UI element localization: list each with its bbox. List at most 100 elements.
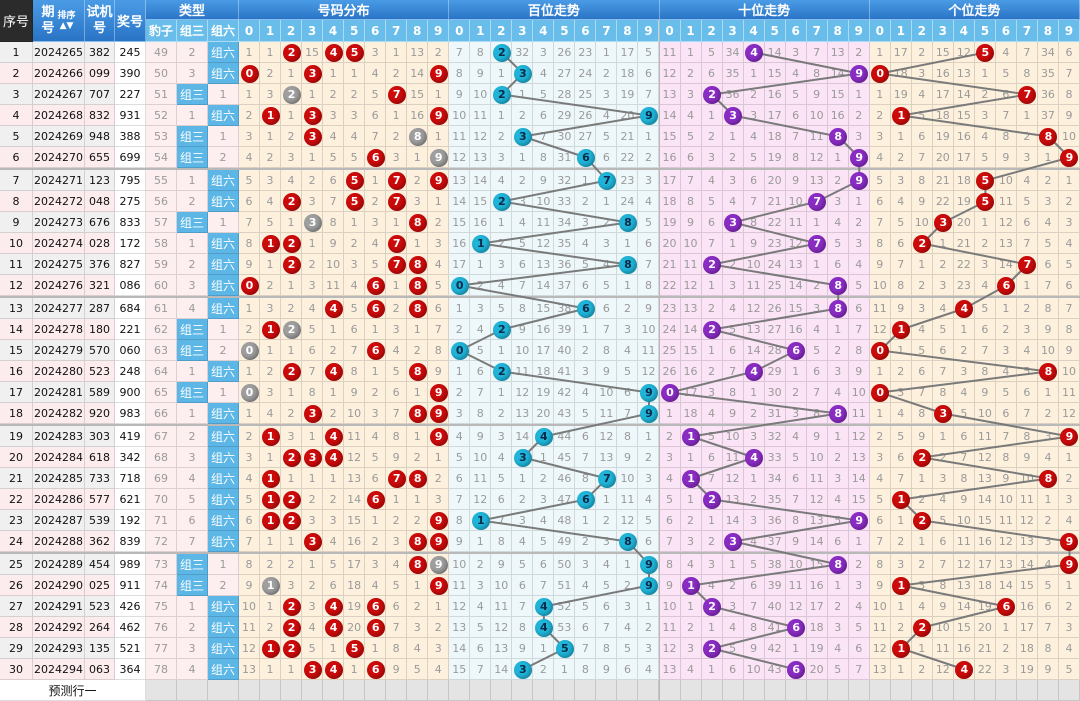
units-omission-cell: 6 (974, 319, 996, 340)
hundreds-omission-cell: 8 (575, 659, 597, 680)
distribution-hit-ball: 7 (387, 255, 406, 274)
units-hit-ball: 1 (892, 576, 911, 595)
units-omission-cell: 5 (995, 63, 1017, 84)
distribution-omission-cell: 4 (428, 254, 450, 275)
predict-cell (281, 680, 303, 701)
distribution-hit-ball: 6 (366, 276, 385, 295)
units-omission-cell: 2 (911, 659, 933, 680)
tens-omission-cell: 6 (659, 510, 681, 531)
distribution-omission-cell: 2 (323, 340, 345, 361)
row-seq: 12 (0, 275, 33, 296)
distribution-omission-cell: 3 (428, 489, 450, 510)
hundreds-omission-cell: 1 (575, 170, 597, 191)
distribution-omission-cell: 1 (365, 361, 387, 382)
tens-omission-cell: 1 (701, 659, 723, 680)
hundreds-omission-cell: 10 (596, 382, 618, 403)
hundreds-omission-cell: 5 (575, 254, 597, 275)
zusan-omission: 1 (177, 403, 208, 424)
header-zuliu-label: 组六 (210, 24, 235, 38)
units-omission-cell: 16 (953, 126, 975, 147)
units-omission-cell: 14 (974, 489, 996, 510)
tens-omission-cell: 12 (806, 147, 828, 168)
hundreds-omission-cell: 12 (470, 489, 492, 510)
predict-cell (1016, 680, 1038, 701)
hundreds-omission-cell: 6 (470, 638, 492, 659)
hundreds-hit-ball: 9 (639, 404, 658, 423)
distribution-hit-ball: 3 (303, 660, 322, 679)
header-issue[interactable]: 期号 排序 ▲▼ (33, 0, 85, 42)
units-omission-cell: 3 (995, 340, 1017, 361)
row-test-number: 025 (85, 575, 115, 596)
predict-cell (932, 680, 954, 701)
units-omission-cell: 11 (953, 531, 975, 552)
hundreds-omission-cell: 3 (512, 191, 534, 212)
hundreds-omission-cell: 6 (533, 554, 555, 575)
distribution-hit-ball: 6 (366, 597, 385, 616)
tens-omission-cell: 6 (827, 531, 849, 552)
units-omission-cell: 8 (1016, 63, 1038, 84)
hundreds-omission-cell: 8 (575, 468, 597, 489)
tens-omission-cell: 5 (701, 426, 723, 447)
distribution-omission-cell: 1 (323, 468, 345, 489)
baozi-omission: 70 (146, 489, 177, 510)
zusan-hit: 组三 (177, 147, 208, 168)
hundreds-omission-cell: 7 (638, 84, 660, 105)
tens-omission-cell: 34 (722, 42, 744, 63)
distribution-hit-ball: 9 (429, 64, 448, 83)
hundreds-omission-cell: 48 (554, 510, 576, 531)
baozi-omission: 56 (146, 191, 177, 212)
distribution-omission-cell: 2 (302, 489, 324, 510)
distribution-omission-cell: 2 (386, 63, 408, 84)
tens-omission-cell: 6 (743, 170, 765, 191)
units-omission-cell: 22 (953, 254, 975, 275)
tens-omission-cell: 6 (785, 468, 807, 489)
distribution-omission-cell: 2 (281, 298, 303, 319)
distribution-omission-cell: 6 (323, 170, 345, 191)
distribution-hit-ball: 0 (240, 383, 259, 402)
tens-omission-cell: 4 (848, 596, 870, 617)
tens-omission-cell: 3 (722, 596, 744, 617)
units-hit-ball: 7 (1018, 85, 1037, 104)
tens-omission-cell: 15 (827, 84, 849, 105)
units-omission-cell: 8 (911, 170, 933, 191)
tens-omission-cell: 1 (680, 489, 702, 510)
row-win-number: 221 (115, 319, 146, 340)
row-win-number: 419 (115, 426, 146, 447)
row-win-number: 342 (115, 447, 146, 468)
distribution-omission-cell: 7 (239, 212, 261, 233)
tens-omission-cell: 11 (659, 617, 681, 638)
zusan-omission: 1 (177, 233, 208, 254)
sort-button[interactable]: 排序 ▲▼ (58, 11, 76, 31)
hundreds-omission-cell: 9 (449, 84, 471, 105)
tens-omission-cell: 31 (764, 403, 786, 424)
hundreds-omission-cell: 8 (470, 42, 492, 63)
distribution-omission-cell: 1 (239, 42, 261, 63)
tens-omission-cell: 25 (659, 340, 681, 361)
distribution-omission-cell: 1 (428, 126, 450, 147)
distribution-omission-cell: 1 (407, 382, 429, 403)
units-omission-cell: 9 (869, 575, 891, 596)
units-omission-cell: 2 (869, 426, 891, 447)
distribution-omission-cell: 3 (260, 170, 282, 191)
hundreds-omission-cell: 13 (491, 638, 513, 659)
distribution-omission-cell: 10 (344, 403, 366, 424)
hundreds-omission-cell: 6 (638, 233, 660, 254)
row-test-number: 303 (85, 426, 115, 447)
tens-omission-cell: 24 (764, 254, 786, 275)
row-issue: 2024281 (33, 382, 85, 403)
row-test-number: 618 (85, 447, 115, 468)
row-win-number: 192 (115, 510, 146, 531)
baozi-omission: 65 (146, 382, 177, 403)
hundreds-omission-cell: 9 (512, 638, 534, 659)
distribution-omission-cell: 8 (386, 426, 408, 447)
row-win-number: 248 (115, 361, 146, 382)
hundreds-omission-cell: 6 (617, 659, 639, 680)
distribution-omission-cell: 4 (365, 426, 387, 447)
hundreds-omission-cell: 1 (491, 212, 513, 233)
hundreds-omission-cell: 14 (449, 191, 471, 212)
units-omission-cell: 3 (1016, 319, 1038, 340)
tens-omission-cell: 10 (743, 254, 765, 275)
hundreds-omission-cell: 1 (617, 554, 639, 575)
distribution-hit-ball: 5 (345, 43, 364, 62)
distribution-omission-cell: 4 (365, 63, 387, 84)
